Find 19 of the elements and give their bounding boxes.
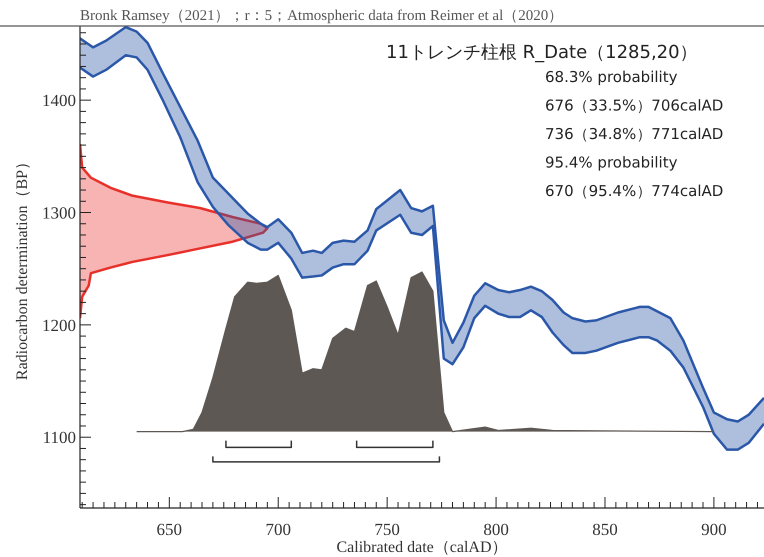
- annotation: 95.4% probability: [545, 154, 678, 172]
- annotation: 670（95.4%）774calAD: [545, 182, 724, 200]
- y-tick-label: 1200: [42, 316, 76, 335]
- annotation: 676（33.5%）706calAD: [545, 96, 724, 114]
- x-tick-label: 800: [483, 520, 509, 539]
- annotation: 68.3% probability: [545, 68, 678, 86]
- x-tick-label: 700: [265, 520, 291, 539]
- text: 11トレンチ柱根 R_Date（1285,20）: [386, 42, 698, 63]
- y-tick-label: 1300: [42, 204, 76, 223]
- x-tick-label: 750: [374, 520, 400, 539]
- text: Bronk Ramsey（2021）；r：5；Atmospheric data from Reimer et al（2020）: [80, 8, 564, 24]
- x-axis-title: Calibrated date（calAD）: [336, 539, 508, 556]
- y-axis-title: Radiocarbon determination（BP）: [14, 154, 31, 380]
- annotation: 736（34.8%）771calAD: [545, 125, 724, 143]
- x-tick-label: 900: [701, 520, 727, 539]
- y-tick-label: 1400: [42, 91, 76, 110]
- x-tick-label: 850: [592, 520, 618, 539]
- x-tick-label: 650: [156, 520, 182, 539]
- y-tick-label: 1100: [42, 428, 76, 448]
